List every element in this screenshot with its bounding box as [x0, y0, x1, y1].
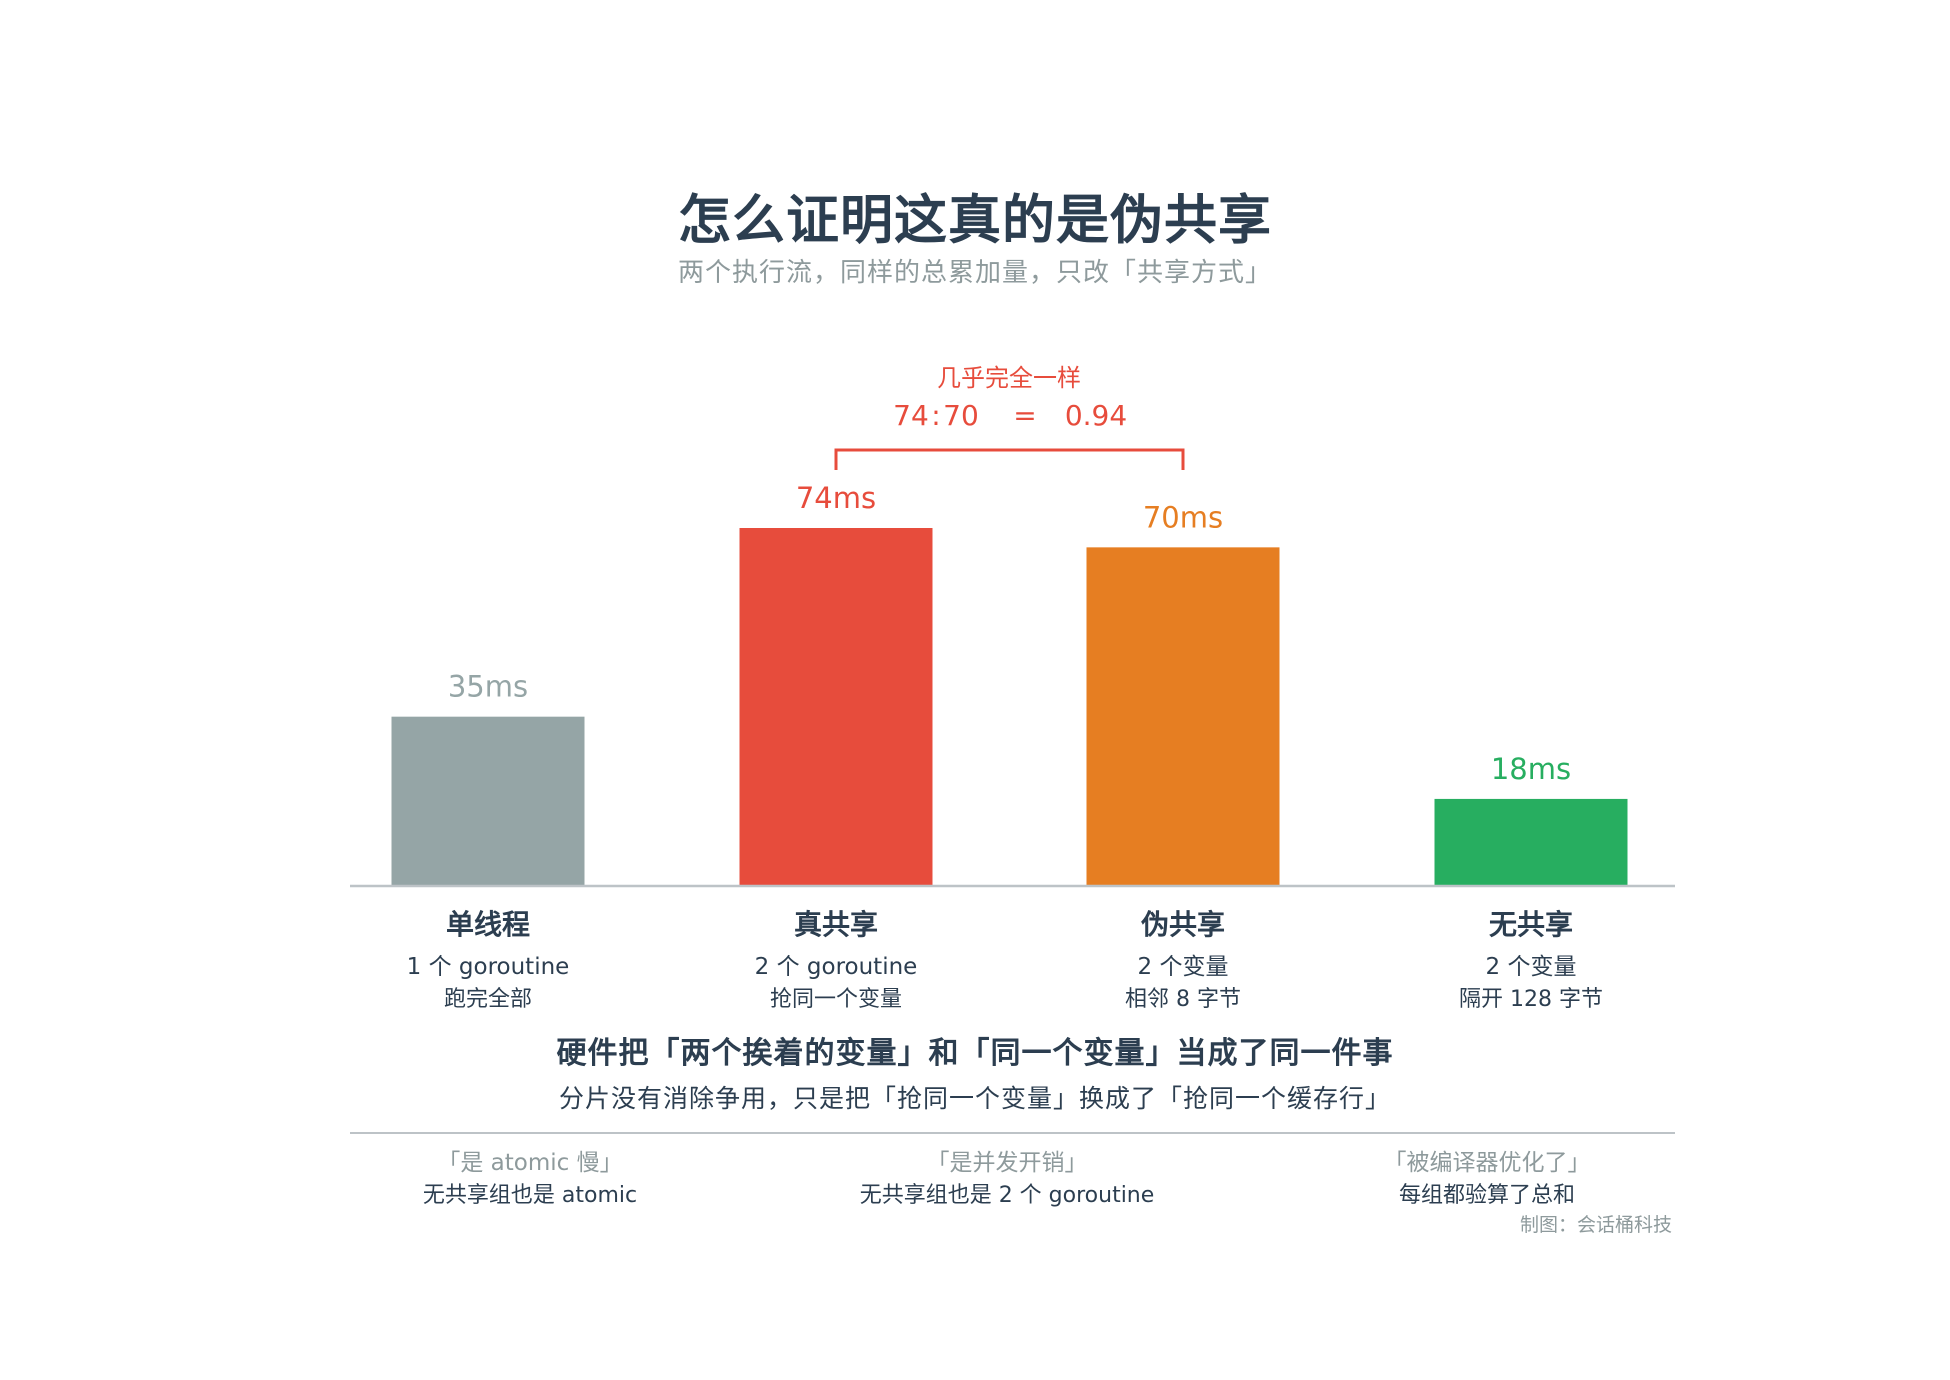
category-detail-line2: 抢同一个变量	[769, 987, 902, 1012]
category-detail-line1: 2 个变量	[1485, 954, 1577, 980]
category-label: 真共享	[793, 908, 878, 941]
bar-2	[739, 528, 933, 886]
bar-value-label-1: 35ms	[448, 670, 528, 704]
annotation-label: 几乎完全一样	[937, 364, 1081, 392]
note-atomic: 「是 atomic 慢」 无共享组也是 atomic	[320, 1148, 740, 1211]
category-detail-line2: 相邻 8 字节	[1125, 987, 1241, 1012]
category-label: 单线程	[445, 908, 530, 941]
bar-4	[1434, 798, 1628, 886]
note-question: 「是 atomic 慢」	[437, 1150, 623, 1176]
category-block-false-sharing: 伪共享 2 个变量 相邻 8 字节	[1033, 908, 1333, 1015]
category-detail-line1: 2 个 goroutine	[754, 954, 918, 980]
category-block-true-sharing: 真共享 2 个 goroutine 抢同一个变量	[686, 908, 986, 1015]
note-answer: 无共享组也是 atomic	[422, 1183, 638, 1208]
category-label: 伪共享	[1140, 908, 1225, 941]
credit-text: 制图：会话桶科技	[1519, 1214, 1672, 1236]
annotation-result: 0.94	[1065, 399, 1127, 432]
annotation-ratio-left: 74	[893, 399, 929, 432]
conclusion-subline: 分片没有消除争用，只是把「抢同一个变量」换成了「抢同一个缓存行」	[558, 1084, 1391, 1113]
bar-value-label-2: 74ms	[796, 481, 876, 515]
bar-value-label-4: 18ms	[1491, 752, 1571, 786]
annotation-ratio-right: 70	[943, 399, 979, 432]
category-detail-line1: 1 个 goroutine	[406, 954, 570, 980]
note-answer: 无共享组也是 2 个 goroutine	[859, 1183, 1155, 1208]
note-compiler: 「被编译器优化了」 每组都验算了总和	[1277, 1148, 1697, 1211]
annotation-ratio-separator: :	[931, 399, 940, 432]
category-block-no-sharing: 无共享 2 个变量 隔开 128 字节	[1381, 908, 1681, 1015]
category-detail-line2: 隔开 128 字节	[1459, 987, 1603, 1012]
category-detail-line1: 2 个变量	[1137, 954, 1229, 980]
chart-subtitle: 两个执行流，同样的总累加量，只改「共享方式」	[677, 258, 1272, 288]
bar-1	[391, 716, 585, 886]
bar-3	[1086, 547, 1280, 886]
conclusion-headline: 硬件把「两个挨着的变量」和「同一个变量」当成了同一件事	[556, 1036, 1394, 1071]
note-answer: 每组都验算了总和	[1398, 1183, 1575, 1208]
bar-value-label-3: 70ms	[1143, 500, 1223, 534]
note-concurrency: 「是并发开销」 无共享组也是 2 个 goroutine	[797, 1148, 1217, 1211]
note-question: 「是并发开销」	[926, 1150, 1088, 1176]
comparison-bracket	[834, 448, 1185, 470]
category-label: 无共享	[1488, 908, 1573, 941]
note-question: 「被编译器优化了」	[1383, 1150, 1591, 1176]
annotation-equals: =	[1013, 399, 1036, 432]
category-detail-line2: 跑完全部	[443, 987, 532, 1012]
chart-title: 怎么证明这真的是伪共享	[678, 190, 1272, 251]
category-block-single-thread: 单线程 1 个 goroutine 跑完全部	[338, 908, 638, 1015]
